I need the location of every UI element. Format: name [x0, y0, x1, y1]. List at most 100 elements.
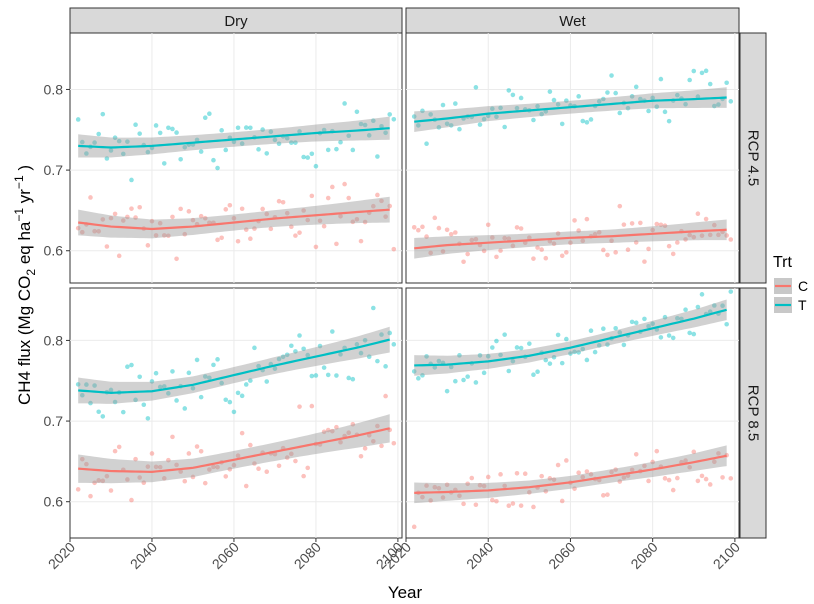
data-point	[145, 464, 151, 469]
confidence-band	[78, 414, 390, 484]
data-point	[330, 184, 335, 190]
data-point	[564, 336, 569, 342]
data-point	[100, 111, 106, 117]
data-point	[125, 214, 130, 220]
data-point	[506, 88, 512, 93]
data-point	[301, 346, 306, 352]
data-point	[137, 374, 142, 380]
trend-line-t	[414, 96, 727, 123]
trend-line-t	[414, 308, 727, 367]
data-point	[527, 490, 532, 495]
data-point	[313, 244, 319, 250]
data-point	[354, 342, 360, 347]
confidence-band	[414, 219, 727, 259]
data-point	[666, 333, 672, 338]
data-point	[502, 483, 507, 489]
y-axis-title-part: )	[15, 165, 34, 175]
data-point	[650, 227, 655, 233]
data-point	[572, 218, 577, 223]
data-point	[120, 151, 126, 157]
data-point	[506, 503, 512, 509]
x-tick-label: 2020	[381, 539, 414, 572]
data-point	[502, 235, 507, 241]
data-point	[605, 90, 610, 95]
data-point	[252, 345, 257, 351]
data-point	[391, 116, 397, 122]
data-point	[420, 373, 425, 378]
trend-line-t	[78, 127, 390, 149]
data-point	[617, 203, 623, 209]
data-point	[293, 233, 298, 238]
data-point	[309, 403, 315, 409]
data-point	[297, 129, 302, 134]
data-point	[276, 141, 282, 147]
data-point	[305, 217, 311, 223]
data-point	[518, 226, 524, 231]
x-tick-label: 2080	[627, 539, 660, 572]
data-point	[584, 357, 590, 363]
data-point	[691, 449, 697, 455]
facet-label-rcp-45: RCP 4.5	[745, 130, 762, 186]
data-point	[313, 373, 319, 378]
data-point	[129, 206, 134, 211]
data-point	[547, 476, 553, 481]
data-point	[436, 125, 442, 130]
confidence-band	[414, 445, 727, 504]
data-point	[457, 493, 462, 499]
data-point	[227, 466, 233, 472]
data-point	[88, 195, 93, 200]
data-point	[531, 256, 536, 261]
data-point	[531, 372, 536, 378]
data-point	[330, 428, 335, 434]
data-point	[161, 384, 167, 389]
data-point	[202, 480, 208, 486]
data-point	[383, 214, 388, 219]
data-point	[518, 95, 524, 101]
data-point	[161, 233, 167, 238]
data-point	[613, 325, 618, 331]
data-point	[129, 177, 134, 183]
panel-dry-45: 0.6 0.7 0.8	[44, 32, 403, 284]
data-point	[174, 462, 179, 468]
data-point	[215, 237, 220, 243]
data-point	[342, 181, 347, 187]
data-point	[256, 466, 261, 472]
data-point	[481, 116, 487, 122]
data-point	[498, 352, 503, 358]
data-point	[720, 475, 725, 480]
confidence-band	[414, 87, 727, 133]
data-point	[666, 243, 672, 249]
data-point	[153, 233, 159, 238]
data-point	[129, 362, 134, 368]
data-point	[289, 140, 294, 145]
data-point	[481, 248, 487, 254]
data-point	[350, 376, 356, 382]
data-point	[149, 379, 155, 384]
data-point	[125, 477, 130, 482]
data-point	[728, 237, 734, 242]
data-point	[100, 217, 106, 222]
data-point	[683, 101, 688, 107]
data-point	[728, 289, 734, 294]
x-tick-label: 2100	[710, 539, 743, 572]
legend: Trt CT	[773, 254, 808, 313]
data-point	[231, 409, 237, 415]
data-point	[297, 230, 302, 235]
data-point	[457, 353, 462, 358]
data-point	[498, 472, 503, 477]
data-point	[108, 148, 114, 153]
data-point	[379, 332, 384, 337]
data-point	[137, 131, 142, 136]
data-point	[88, 493, 93, 499]
data-point	[728, 476, 734, 481]
data-point	[580, 238, 586, 244]
data-point	[411, 369, 417, 374]
trend-line-t	[78, 338, 390, 394]
data-point	[219, 380, 224, 386]
data-point	[613, 250, 618, 255]
data-point	[481, 483, 487, 489]
data-point	[166, 125, 171, 131]
data-point	[687, 232, 692, 238]
data-point	[252, 461, 257, 466]
data-point	[539, 473, 544, 479]
